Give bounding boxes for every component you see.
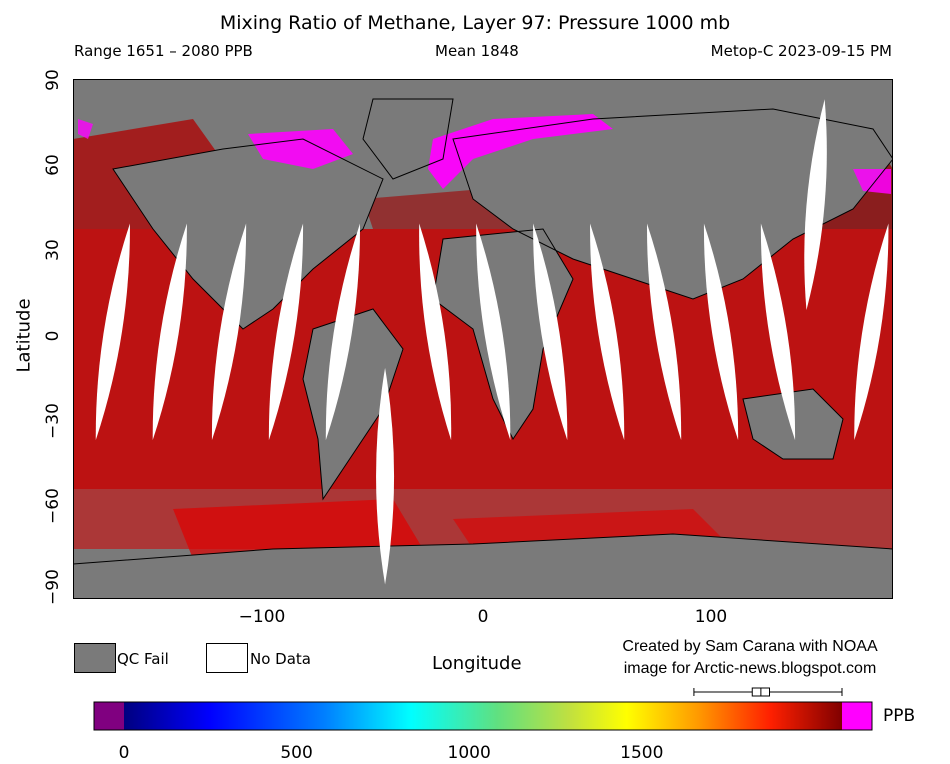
high-methane-arctic xyxy=(78,114,891,194)
colorbar-ticks: 0 500 1000 1500 xyxy=(119,743,664,763)
lat-tick-30: 30 xyxy=(43,239,63,261)
no-data-swath-5 xyxy=(419,223,452,441)
no-data-swath-8 xyxy=(590,223,625,441)
colorbar-area: 0 500 1000 1500 xyxy=(93,687,873,763)
no-data-swath-9 xyxy=(646,223,682,441)
no-data-swaths xyxy=(95,99,889,585)
no-data-swath-14 xyxy=(804,99,827,311)
no-data-swath-12 xyxy=(854,223,889,441)
no-data-swath-11 xyxy=(760,223,796,441)
colorbar-tick-label: 0 xyxy=(119,743,130,763)
colorbar-unit: PPB xyxy=(883,706,916,726)
coastlines xyxy=(73,98,893,565)
colorbar-gradient xyxy=(124,702,842,730)
no-data-swath-6 xyxy=(476,223,511,441)
lat-tick-minus60: −60 xyxy=(43,488,63,524)
colorbar-low-swatch xyxy=(94,702,124,730)
no-data-swath-0 xyxy=(95,223,130,441)
no-data-swath-10 xyxy=(703,223,739,441)
chart-title: Mixing Ratio of Methane, Layer 97: Press… xyxy=(219,12,731,34)
no-data-swatch xyxy=(206,643,248,673)
lon-tick-0: 0 xyxy=(477,607,489,627)
qc-fail-label: QC Fail xyxy=(117,650,169,668)
x-axis-label: Longitude xyxy=(432,653,522,674)
y-axis-label: Latitude xyxy=(13,298,35,373)
lat-tick-90: 90 xyxy=(43,69,63,91)
colorbar-high-swatch xyxy=(842,702,872,730)
lon-tick-100: 100 xyxy=(694,607,728,627)
colorbar-tick-label: 1000 xyxy=(448,743,491,763)
no-data-swath-4 xyxy=(325,223,361,441)
credit-line-2: image for Arctic-news.blogspot.com xyxy=(623,660,877,677)
range-text: Range 1651 – 2080 PPB xyxy=(74,42,253,60)
lat-tick-minus90: −90 xyxy=(43,569,63,605)
colorbar-tick-label: 500 xyxy=(280,743,312,763)
no-data-swath-3 xyxy=(268,223,304,441)
colorbar-tick-label: 1500 xyxy=(620,743,663,763)
colorbar-frame xyxy=(93,701,873,731)
lat-tick-minus30: −30 xyxy=(43,403,63,439)
boxplot xyxy=(693,687,843,697)
no-data-swath-1 xyxy=(152,223,187,441)
qc-fail-swatch xyxy=(74,643,116,673)
map-frame xyxy=(73,79,893,599)
no-data-swath-7 xyxy=(533,223,568,441)
no-data-label: No Data xyxy=(250,650,311,668)
no-data-swath-2 xyxy=(211,223,247,441)
no-data-swath-13 xyxy=(376,367,395,585)
mean-text: Mean 1848 xyxy=(435,42,519,60)
land-qc-fail xyxy=(73,99,893,599)
lat-tick-0: 0 xyxy=(43,330,63,342)
credit-line-1: Created by Sam Carana with NOAA xyxy=(622,638,878,655)
methane-map xyxy=(73,79,893,599)
source-text: Metop-C 2023-09-15 PM xyxy=(710,42,892,60)
lon-tick-minus100: −100 xyxy=(238,607,286,627)
lat-tick-60: 60 xyxy=(43,154,63,176)
